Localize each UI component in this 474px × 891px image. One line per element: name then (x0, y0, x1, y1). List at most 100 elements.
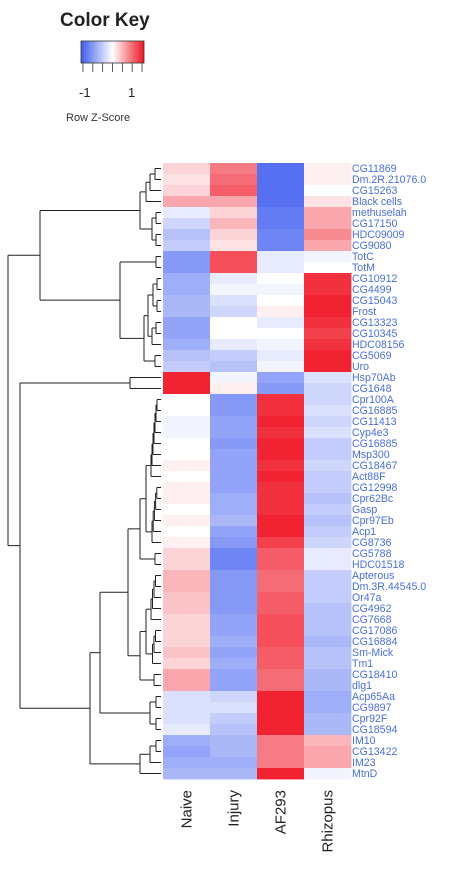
heatmap-cell (163, 757, 211, 769)
heatmap-cell (304, 625, 352, 637)
heatmap-cell (163, 328, 211, 340)
row-label: CG12998 (352, 482, 397, 494)
heatmap-cell (163, 504, 211, 516)
heatmap-cell (163, 570, 211, 582)
heatmap-cell (210, 350, 258, 362)
column-label: Naive (179, 790, 196, 828)
heatmap-cell (210, 383, 258, 395)
heatmap-cell (210, 768, 258, 780)
heatmap-cell (257, 746, 305, 758)
heatmap-cell (257, 207, 305, 219)
heatmap-cell (257, 273, 305, 285)
heatmap-cell (210, 680, 258, 692)
heatmap-cell (163, 603, 211, 615)
heatmap-cell (304, 383, 352, 395)
heatmap-cell (257, 240, 305, 252)
row-label: Gasp (352, 504, 377, 516)
row-label: Cpr92F (352, 713, 388, 725)
heatmap-cell (210, 295, 258, 307)
heatmap-cell (304, 361, 352, 373)
heatmap-cell (257, 482, 305, 494)
heatmap-cell (304, 449, 352, 461)
row-label: CG9897 (352, 702, 392, 714)
row-label: Or47a (352, 592, 382, 604)
heatmap-cell (257, 185, 305, 197)
row-label: CG18594 (352, 724, 397, 736)
heatmap-cell (257, 504, 305, 516)
heatmap-cell (210, 537, 258, 549)
heatmap-cell (304, 603, 352, 615)
heatmap-cell (210, 625, 258, 637)
heatmap-cell (304, 196, 352, 208)
heatmap-cell (304, 768, 352, 780)
heatmap-cell (163, 273, 211, 285)
row-label: Black cells (352, 196, 402, 208)
heatmap-cell (257, 515, 305, 527)
heatmap-cell (163, 350, 211, 362)
heatmap-cell (304, 548, 352, 560)
heatmap-cell (257, 603, 305, 615)
heatmap-cell (210, 339, 258, 351)
heatmap-cell (163, 284, 211, 296)
heatmap-cell (304, 471, 352, 483)
heatmap-cell (210, 405, 258, 417)
heatmap-cell (210, 251, 258, 263)
heatmap-cell (257, 702, 305, 714)
heatmap-cell (257, 581, 305, 593)
heatmap-cell (163, 196, 211, 208)
heatmap-cell (257, 405, 305, 417)
heatmap-cell (304, 757, 352, 769)
row-label: HDC08156 (352, 339, 405, 351)
heatmap-cell (163, 427, 211, 439)
row-label: Sm-Mick (352, 647, 394, 659)
row-label: CG13422 (352, 746, 397, 758)
heatmap-cell (210, 207, 258, 219)
heatmap-cell (210, 361, 258, 373)
heatmap-cell (304, 493, 352, 505)
heatmap-cell (163, 405, 211, 417)
heatmap-cell (163, 295, 211, 307)
heatmap-cell (257, 757, 305, 769)
heatmap-cell (210, 746, 258, 758)
row-label: CG5069 (352, 350, 392, 362)
heatmap-cell (210, 438, 258, 450)
heatmap-cell (304, 746, 352, 758)
heatmap-cell (257, 537, 305, 549)
heatmap-cell (257, 383, 305, 395)
heatmap-cell (257, 163, 305, 175)
heatmap-cell (257, 647, 305, 659)
heatmap-cell (210, 592, 258, 604)
heatmap-cell (304, 680, 352, 692)
heatmap-cell (304, 328, 352, 340)
row-label: CG8736 (352, 537, 392, 549)
heatmap-cell (304, 658, 352, 670)
heatmap-cell (304, 702, 352, 714)
heatmap-cell (304, 394, 352, 406)
heatmap-cell (163, 482, 211, 494)
heatmap-cell (210, 559, 258, 571)
heatmap-cell (304, 570, 352, 582)
row-label: CG16884 (352, 636, 397, 648)
heatmap-cell (163, 625, 211, 637)
row-label: methuselah (352, 207, 407, 219)
row-label: CG17086 (352, 625, 397, 637)
column-label: Injury (226, 790, 243, 827)
heatmap-cell (163, 339, 211, 351)
color-key-tick-label-low: -1 (79, 85, 91, 100)
heatmap-cell (163, 658, 211, 670)
heatmap-cell (163, 229, 211, 241)
heatmap-cell (210, 504, 258, 516)
heatmap-cell (304, 317, 352, 329)
heatmap-cell (304, 174, 352, 186)
heatmap-cell (304, 240, 352, 252)
heatmap-cell (163, 218, 211, 230)
column-label: AF293 (273, 790, 290, 834)
heatmap-cell (304, 295, 352, 307)
heatmap-cell (304, 482, 352, 494)
row-label: IM10 (352, 735, 376, 747)
heatmap-cell (304, 405, 352, 417)
row-label: Act88F (352, 471, 386, 483)
heatmap-cell (257, 350, 305, 362)
heatmap-cell (257, 449, 305, 461)
row-label: Dm.2R.21076.0 (352, 174, 426, 186)
